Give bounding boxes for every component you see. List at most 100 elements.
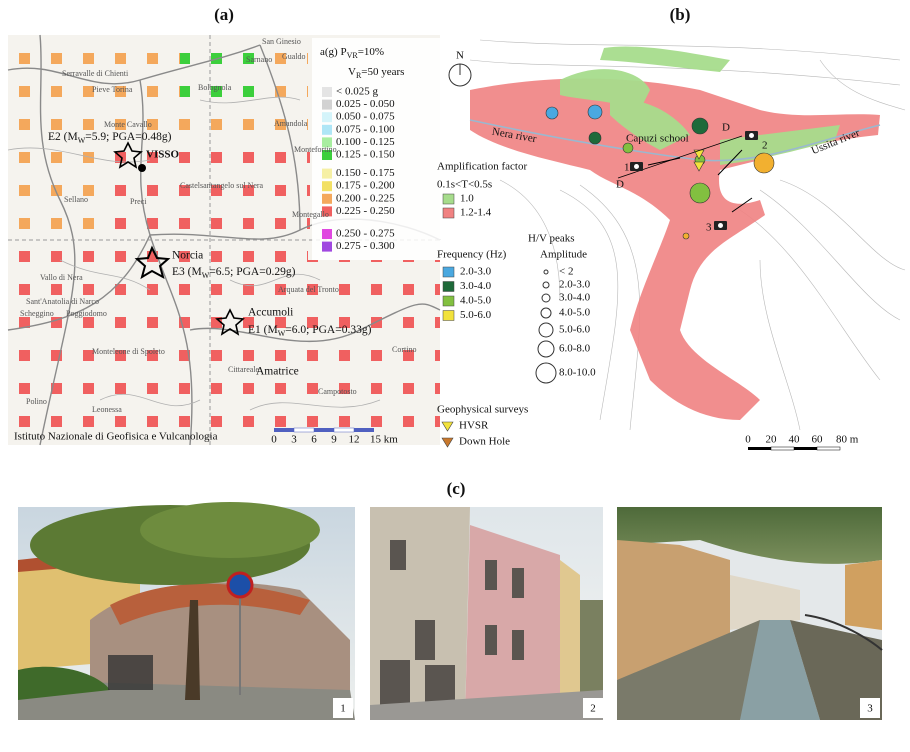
place: Arquata del Tronto xyxy=(278,285,339,294)
place: Leonessa xyxy=(92,405,122,414)
scale-label: 0 xyxy=(745,434,751,446)
legend-symbol xyxy=(536,363,556,383)
place: Cittareale xyxy=(228,365,260,374)
place: Monte Cavallo xyxy=(104,120,152,129)
legend-subtitle: 0.1s<T<0.5s xyxy=(437,179,492,191)
legend-label: 6.0-8.0 xyxy=(559,343,591,355)
legend-title: H/V peaks xyxy=(528,233,575,245)
legend-symbol xyxy=(442,422,453,431)
place: Montefortino xyxy=(294,145,337,154)
place: Sarnano xyxy=(246,55,272,64)
town-map xyxy=(449,40,905,430)
legend-swatch xyxy=(322,169,332,179)
photo-number: 2 xyxy=(590,703,596,715)
text: =10% xyxy=(358,46,384,58)
credit: Istituto Nazionale di Geofisica e Vulcan… xyxy=(14,431,218,443)
scale-label: 40 xyxy=(789,434,801,446)
legend-swatch xyxy=(322,100,332,110)
figure: (a) a(g) PVR=10% VR=50 years < 0.025 g0.… xyxy=(0,0,910,747)
survey-legend: HVSR Down Hole xyxy=(442,420,510,448)
scale-label: 6 xyxy=(311,434,317,446)
place: San Ginesio xyxy=(262,37,301,46)
legend-swatch xyxy=(443,311,454,321)
camera-label: 1 xyxy=(624,162,630,174)
panel-label: (c) xyxy=(447,479,466,498)
legend-label: 0.050 - 0.075 xyxy=(336,111,395,123)
legend-label: 5.0-6.0 xyxy=(460,309,492,321)
legend-label: 0.100 - 0.125 xyxy=(336,136,395,148)
legend-symbol xyxy=(538,341,554,357)
text: =50 years xyxy=(361,66,404,78)
legend-label: 0.025 - 0.050 xyxy=(336,98,395,110)
photo-3: 3 xyxy=(617,507,882,720)
place: Montegallo xyxy=(292,210,329,219)
scale-label: 3 xyxy=(291,434,297,446)
legend-label: 0.150 - 0.175 xyxy=(336,167,395,179)
scale-bar: 0 20 40 60 80 m xyxy=(745,434,859,450)
scale-label: 9 xyxy=(331,434,337,446)
text: V xyxy=(348,66,356,78)
legend-symbol xyxy=(442,438,453,447)
frequency-legend: 2.0-3.0 3.0-4.0 4.0-5.0 5.0-6.0 xyxy=(443,266,492,322)
panel-label: (b) xyxy=(670,5,691,24)
legend-label: 4.0-5.0 xyxy=(559,307,591,319)
legend-title: Amplification factor xyxy=(437,161,527,173)
place: Gualdo xyxy=(282,52,306,61)
scale-label: 80 m xyxy=(836,434,859,446)
legend-label: 0.250 - 0.275 xyxy=(336,228,395,240)
legend-symbol xyxy=(544,270,548,274)
town: VISSO xyxy=(146,149,179,161)
legend-label: 3.0-4.0 xyxy=(559,292,591,304)
text: =6.5; PGA=0.29g) xyxy=(209,266,295,278)
scale-label: 20 xyxy=(766,434,778,446)
text: E3 (M xyxy=(172,266,202,278)
legend-swatch xyxy=(443,267,454,277)
legend-label: 4.0-5.0 xyxy=(460,295,492,307)
place: Cortino xyxy=(392,345,416,354)
school-label: Capuzi school xyxy=(626,133,689,145)
text: E2 (M xyxy=(48,131,78,143)
photo-number: 1 xyxy=(340,703,346,715)
place: Bolognola xyxy=(198,83,232,92)
legend-title: Amplitude xyxy=(540,249,587,261)
legend-title: Geophysical surveys xyxy=(437,404,528,416)
scale-label: 12 xyxy=(349,434,360,446)
photo-number: 3 xyxy=(867,703,873,715)
scale-label: 15 km xyxy=(370,434,398,446)
town: Amatrice xyxy=(256,366,299,378)
place: Sant'Anatolia di Narco xyxy=(26,297,99,306)
legend-swatch xyxy=(443,296,454,306)
legend-label: 2.0-3.0 xyxy=(559,279,591,291)
place: Monteleone di Spoleto xyxy=(92,347,165,356)
legend-label: HVSR xyxy=(459,420,489,432)
legend-swatch xyxy=(443,208,454,218)
section-label: D xyxy=(616,179,624,191)
legend-label: 3.0-4.0 xyxy=(460,280,492,292)
section-label: D xyxy=(722,122,730,134)
north-label: N xyxy=(456,50,464,62)
legend-symbol xyxy=(543,282,549,288)
legend-label: 8.0-10.0 xyxy=(559,367,596,379)
legend-label: 0.225 - 0.250 xyxy=(336,205,395,217)
amplitude-legend: < 22.0-3.03.0-4.04.0-5.05.0-6.06.0-8.08.… xyxy=(536,266,596,383)
subscript: VR xyxy=(347,51,359,60)
legend-swatch xyxy=(443,282,454,292)
scale-label: 60 xyxy=(812,434,824,446)
legend-label: 0.275 - 0.300 xyxy=(336,240,395,252)
legend-label: Down Hole xyxy=(459,436,510,448)
legend-label: 1.2-1.4 xyxy=(460,207,492,219)
place: Preci xyxy=(130,197,147,206)
legend-label: 0.200 - 0.225 xyxy=(336,192,395,204)
legend-label: 0.175 - 0.200 xyxy=(336,180,395,192)
legend-symbol xyxy=(542,294,550,302)
legend-label: 2.0-3.0 xyxy=(460,266,492,278)
photo-1: 1 xyxy=(18,502,355,720)
legend-label: 1.0 xyxy=(460,193,474,205)
legend-symbol xyxy=(541,308,551,318)
place: Vallo di Nera xyxy=(40,273,83,282)
place: Amandola xyxy=(274,119,308,128)
text: E1 (M xyxy=(248,324,278,336)
legend-label: < 0.025 g xyxy=(336,86,378,98)
legend-swatch xyxy=(322,87,332,97)
place: Castelsantangelo sul Nera xyxy=(180,181,264,190)
